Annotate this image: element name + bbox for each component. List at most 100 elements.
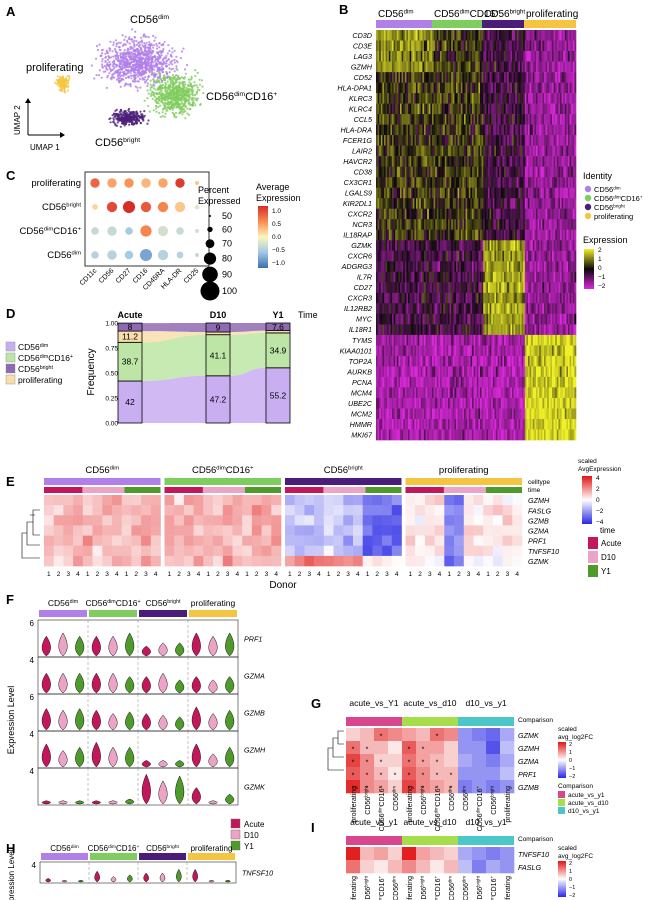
umap-point: [135, 110, 138, 113]
umap-point: [112, 120, 115, 124]
umap-point: [178, 102, 181, 105]
umap-point: [123, 49, 126, 52]
arrow-head-icon: [25, 98, 31, 103]
umap-point: [132, 57, 135, 60]
celltype-bar: [524, 20, 576, 28]
umap-point: [163, 99, 167, 102]
umap-point: [68, 75, 71, 78]
umap-point: [145, 71, 148, 74]
umap-point: [172, 94, 176, 97]
umap-point: [194, 74, 197, 78]
umap-point: [181, 109, 184, 112]
umap-point: [183, 102, 186, 106]
umap-point: [149, 83, 152, 86]
umap-point: [134, 49, 137, 52]
umap-point: [98, 69, 101, 72]
umap-point: [191, 89, 194, 92]
umap-point: [142, 70, 145, 73]
umap-point: [158, 66, 161, 70]
umap-point: [114, 112, 117, 115]
umap-point: [175, 85, 178, 88]
umap-point: [175, 59, 178, 63]
umap-point: [148, 110, 151, 113]
heatmap-cell: [574, 82, 577, 94]
umap-point: [155, 47, 159, 50]
umap-point: [129, 69, 132, 72]
umap-point: [201, 85, 204, 88]
umap-point: [152, 87, 156, 90]
umap-point: [193, 102, 196, 105]
umap-point: [133, 117, 136, 120]
umap-point: [173, 104, 176, 107]
umap-point: [114, 63, 117, 66]
umap-point: [185, 96, 188, 99]
umap-point: [161, 100, 164, 104]
umap-point: [173, 61, 176, 64]
umap-point: [161, 70, 165, 74]
umap-point: [176, 87, 179, 90]
umap-point: [183, 92, 186, 95]
umap-point: [159, 115, 162, 118]
umap-point: [146, 67, 149, 70]
umap-point: [138, 51, 141, 54]
umap-point: [190, 77, 193, 80]
umap-point: [104, 70, 107, 73]
umap-point: [133, 78, 136, 81]
umap-point: [188, 103, 191, 106]
umap-point: [167, 44, 170, 47]
umap-point: [112, 67, 115, 70]
umap-point: [152, 46, 155, 49]
arrow-head-icon: [60, 132, 65, 138]
umap-point: [148, 41, 151, 44]
umap-point: [127, 48, 130, 51]
umap-point: [124, 62, 127, 65]
umap-point: [163, 79, 167, 82]
umap-point: [64, 85, 67, 88]
umap-point: [173, 70, 176, 73]
umap-point: [120, 68, 124, 71]
umap-point: [141, 44, 144, 47]
heatmap-cell: [574, 208, 577, 220]
umap-point: [56, 75, 59, 78]
umap-point: [128, 42, 131, 45]
umap-point: [163, 105, 167, 108]
umap-point: [63, 90, 66, 93]
umap-point: [129, 61, 132, 64]
umap-point: [130, 57, 133, 60]
umap-point: [165, 62, 168, 65]
umap-point: [130, 123, 134, 126]
umap-point: [93, 77, 96, 80]
umap-point: [131, 47, 134, 50]
umap-point: [119, 49, 122, 52]
expression-heatmap: [376, 30, 577, 441]
umap-point: [168, 71, 171, 74]
umap-point: [152, 91, 155, 94]
heatmap-cell: [574, 145, 577, 157]
umap-point: [140, 74, 143, 77]
umap-point: [126, 41, 129, 44]
umap-point: [134, 85, 137, 88]
umap-point: [151, 64, 154, 67]
umap-point: [140, 36, 143, 39]
umap-point: [101, 57, 104, 61]
umap-point: [149, 94, 153, 97]
umap-point: [141, 50, 144, 53]
umap-point: [161, 111, 164, 114]
umap-point: [152, 34, 155, 38]
umap-point: [131, 38, 134, 41]
umap-point: [112, 118, 115, 121]
umap-point: [124, 82, 127, 85]
umap-point: [115, 78, 119, 81]
umap-point: [150, 86, 153, 89]
umap-point: [167, 106, 170, 109]
umap-point: [128, 114, 131, 117]
umap-point: [152, 78, 155, 81]
umap-point: [156, 78, 159, 81]
umap-point: [139, 110, 142, 113]
umap-point: [151, 56, 154, 59]
umap-point: [160, 52, 163, 55]
umap-point: [153, 74, 156, 77]
umap-point: [158, 71, 161, 74]
umap-point: [171, 59, 174, 62]
